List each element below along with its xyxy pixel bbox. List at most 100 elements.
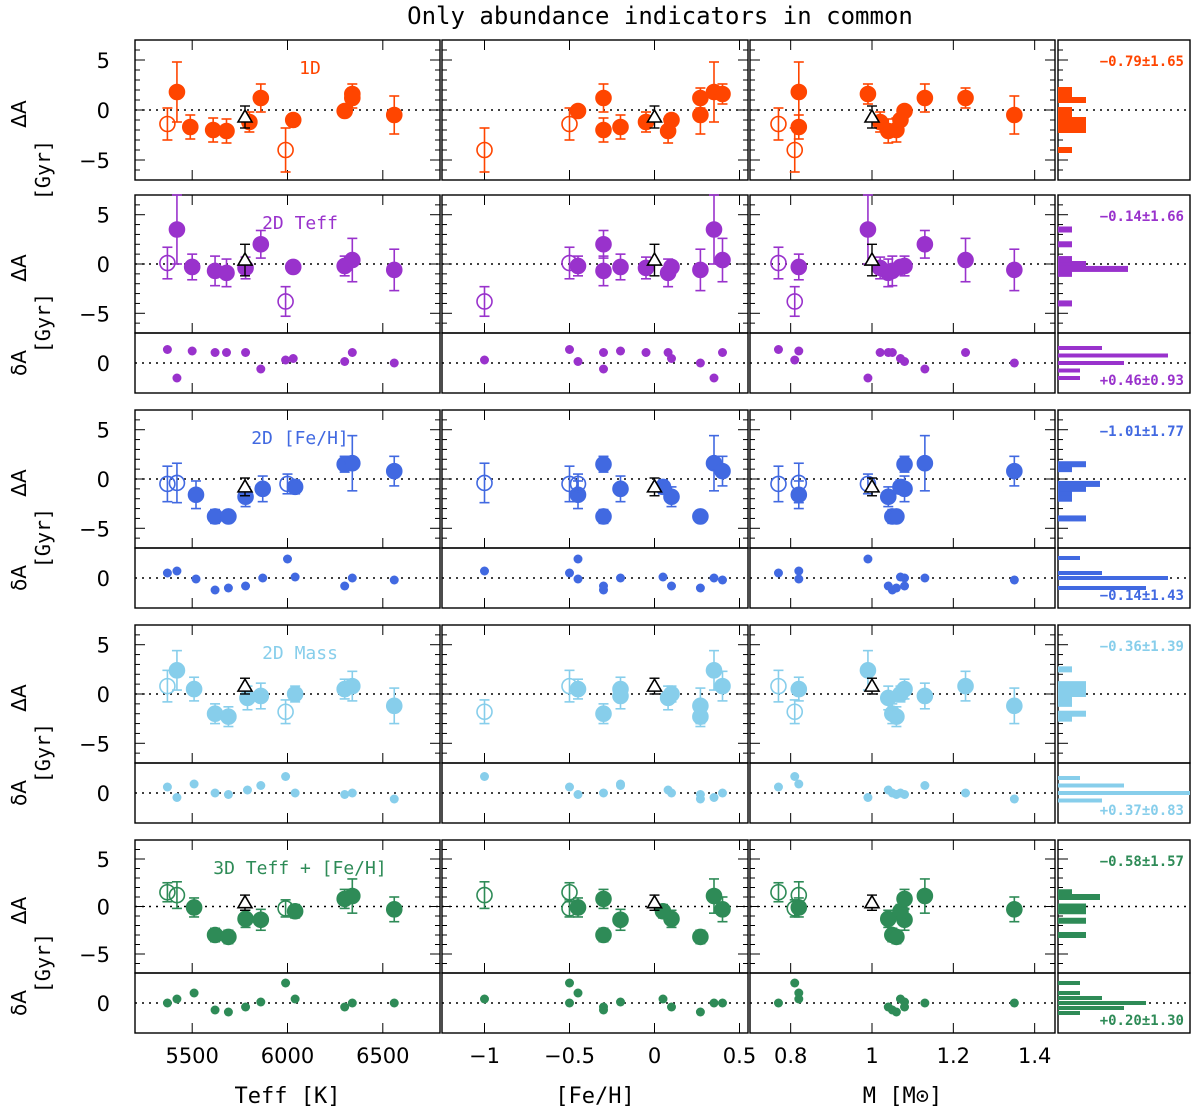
filled-point <box>286 685 304 703</box>
hist-bar <box>1058 695 1072 702</box>
ylabel-delta: ΔA <box>7 897 31 925</box>
sun-marker <box>646 677 663 692</box>
filled-point <box>220 708 237 725</box>
small-point <box>210 1005 220 1015</box>
small-point <box>667 788 676 798</box>
xtick-label: −0.5 <box>544 1044 595 1068</box>
small-point <box>658 572 668 582</box>
small-point <box>1009 998 1019 1008</box>
filled-point <box>220 508 237 525</box>
ytick-label: 5 <box>97 419 110 443</box>
hist-bar <box>1058 710 1086 717</box>
small-point <box>210 348 220 357</box>
filled-point <box>692 89 709 107</box>
sun-marker <box>646 478 663 493</box>
x-axis-label: [Fe/H] <box>555 1084 634 1109</box>
filled-point <box>344 454 361 472</box>
hist-bar <box>1058 894 1100 900</box>
small-point <box>340 357 350 366</box>
small-point <box>658 994 668 1004</box>
sun-marker <box>646 108 663 123</box>
small-point <box>790 772 800 781</box>
filled-point <box>1006 106 1023 124</box>
small-point <box>1009 575 1019 585</box>
filled-point <box>252 235 270 253</box>
sun-marker <box>863 478 881 493</box>
small-point <box>189 779 199 789</box>
hist-bar <box>1058 97 1086 103</box>
small-point <box>258 573 268 583</box>
small-point <box>223 583 233 593</box>
x-axis-label: M [M⊙] <box>863 1084 942 1109</box>
sun-marker <box>863 894 881 909</box>
small-point <box>773 568 783 578</box>
stat-small: +0.20±1.30 <box>1100 1013 1184 1029</box>
hist-bar <box>1058 261 1086 267</box>
ylabel-delta: ΔA <box>7 100 31 128</box>
ylabel-gyr: [Gyr] <box>31 933 55 993</box>
hist-bar <box>1058 147 1072 153</box>
filled-point <box>612 258 629 276</box>
hist-bar <box>1058 485 1086 492</box>
filled-point <box>239 689 256 707</box>
small-point <box>900 581 910 591</box>
hist-bar-small <box>1058 1006 1124 1010</box>
small-point <box>565 782 574 792</box>
filled-point <box>888 708 905 725</box>
filled-point <box>595 235 612 253</box>
hist-bar <box>1058 495 1072 502</box>
filled-point <box>1006 901 1023 918</box>
filled-point <box>692 261 709 279</box>
sun-marker <box>236 251 254 266</box>
ytick-label: −5 <box>79 149 110 173</box>
filled-point <box>185 899 203 916</box>
small-point <box>172 373 182 383</box>
small-point <box>565 568 574 578</box>
small-point <box>162 568 172 578</box>
small-point <box>616 573 625 583</box>
ytick-label: 5 <box>97 49 110 73</box>
filled-point <box>663 111 680 129</box>
small-point <box>1009 358 1019 368</box>
small-point <box>718 575 727 585</box>
open-point <box>476 141 493 159</box>
ytick-label: 0 <box>97 683 110 707</box>
small-point <box>794 574 804 584</box>
hist-bar-small <box>1058 353 1168 358</box>
filled-point <box>168 221 186 238</box>
small-point <box>281 355 291 365</box>
hist-bar <box>1058 666 1072 673</box>
filled-point <box>284 111 302 129</box>
small-point <box>920 998 930 1008</box>
hist-bar <box>1058 226 1072 233</box>
hist-bar <box>1058 932 1086 938</box>
hist-bar <box>1058 122 1086 128</box>
small-point <box>875 348 885 357</box>
small-point <box>667 1002 676 1012</box>
small-point <box>480 355 489 365</box>
filled-point <box>892 478 909 496</box>
sun-marker <box>646 251 663 266</box>
filled-point <box>286 902 304 920</box>
small-point <box>709 793 719 802</box>
small-point <box>667 354 676 363</box>
filled-point <box>957 677 974 695</box>
open-point <box>569 475 587 493</box>
hist-bar <box>1058 461 1086 468</box>
filled-point <box>595 508 612 525</box>
sun-marker <box>646 894 663 909</box>
small-point <box>709 373 719 383</box>
filled-point <box>344 251 361 269</box>
sun-marker <box>236 478 254 493</box>
open-point <box>159 115 176 133</box>
small-point <box>290 572 300 582</box>
hist-bar-small <box>1058 996 1102 1000</box>
filled-point <box>896 102 913 120</box>
open-point <box>770 475 787 493</box>
small-point <box>281 978 291 988</box>
small-point <box>191 574 201 584</box>
filled-point <box>888 508 905 525</box>
filled-point <box>879 910 897 928</box>
open-point <box>561 475 578 493</box>
